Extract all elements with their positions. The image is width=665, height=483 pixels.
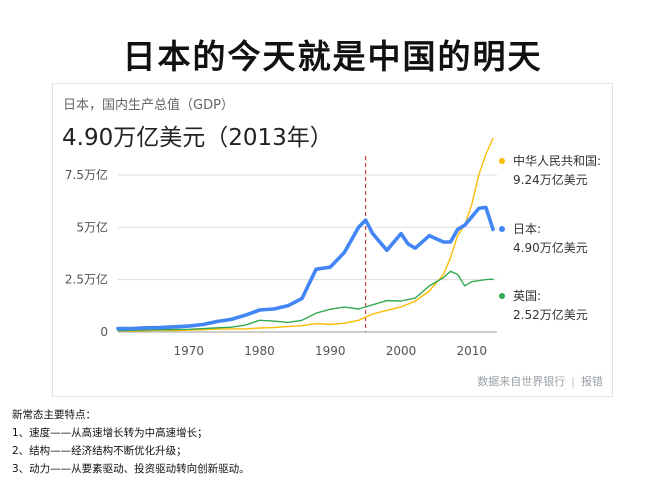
legend-color-dot (499, 293, 505, 299)
card-headline-value: 4.90万亿美元（2013年） (62, 125, 333, 151)
source-separator: | (571, 375, 575, 388)
card-subtitle: 日本，国内生产总值（GDP） (63, 98, 234, 113)
legend-series-value: 4.90万亿美元 (513, 241, 588, 255)
legend-color-dot (499, 226, 505, 232)
legend-series-name: 中华人民共和国: (513, 154, 602, 168)
legend-series-value: 9.24万亿美元 (513, 173, 588, 187)
gdp-line-chart[interactable]: 0 2.5万亿 5万亿 7.5万亿 1970 1980 1990 2000 2010 (53, 84, 612, 396)
notes-item: 1、速度——从高速增长转为中高速增长； (12, 427, 208, 439)
y-tick-label: 7.5万亿 (65, 167, 108, 182)
notes-item: 3、动力——从要素驱动、投资驱动转向创新驱动。 (12, 463, 250, 475)
source-text: 数据来自世界银行 (477, 375, 566, 388)
notes-item: 2、结构——经济结构不断优化升级； (12, 445, 187, 457)
x-tick-label: 2010 (457, 344, 488, 358)
x-tick-label: 1970 (173, 344, 204, 358)
y-tick-label: 5万亿 (76, 219, 108, 234)
y-tick-label: 0 (100, 325, 108, 339)
legend-color-dot (499, 158, 505, 164)
knowledge-card: 日本，国内生产总值（GDP） 4.90万亿美元（2013年） 0 2.5万亿 5万亿… (52, 83, 613, 397)
legend-series-name: 英国: (513, 289, 542, 303)
report-link[interactable]: 报错 (581, 375, 603, 388)
x-tick-label: 2000 (386, 344, 417, 358)
tick-layer: 0 2.5万亿 5万亿 7.5万亿 1970 1980 1990 2000 2010 (65, 167, 487, 358)
series-line-uk (117, 270, 494, 332)
y-tick-label: 2.5万亿 (65, 272, 108, 287)
legend-item-uk[interactable]: 英国: 2.52万亿美元 (499, 287, 588, 325)
legend-item-japan[interactable]: 日本: 4.90万亿美元 (499, 220, 588, 258)
x-tick-label: 1980 (244, 344, 275, 358)
notes-block: 新常态主要特点： 1、速度——从高速增长转为中高速增长； 2、结构——经济结构不… (12, 406, 250, 478)
legend-item-china[interactable]: 中华人民共和国: 9.24万亿美元 (499, 152, 602, 190)
slide-title: 日本的今天就是中国的明天 (122, 37, 543, 76)
series-line-china (117, 137, 494, 332)
series-layer (116, 137, 495, 332)
source-line: 数据来自世界银行 | 报错 (477, 373, 603, 389)
x-tick-label: 1990 (315, 344, 346, 358)
legend-series-value: 2.52万亿美元 (513, 308, 588, 322)
series-line-japan (116, 205, 495, 331)
legend-series-name: 日本: (513, 222, 542, 236)
notes-heading: 新常态主要特点： (12, 409, 96, 421)
grid-layer (118, 156, 497, 333)
